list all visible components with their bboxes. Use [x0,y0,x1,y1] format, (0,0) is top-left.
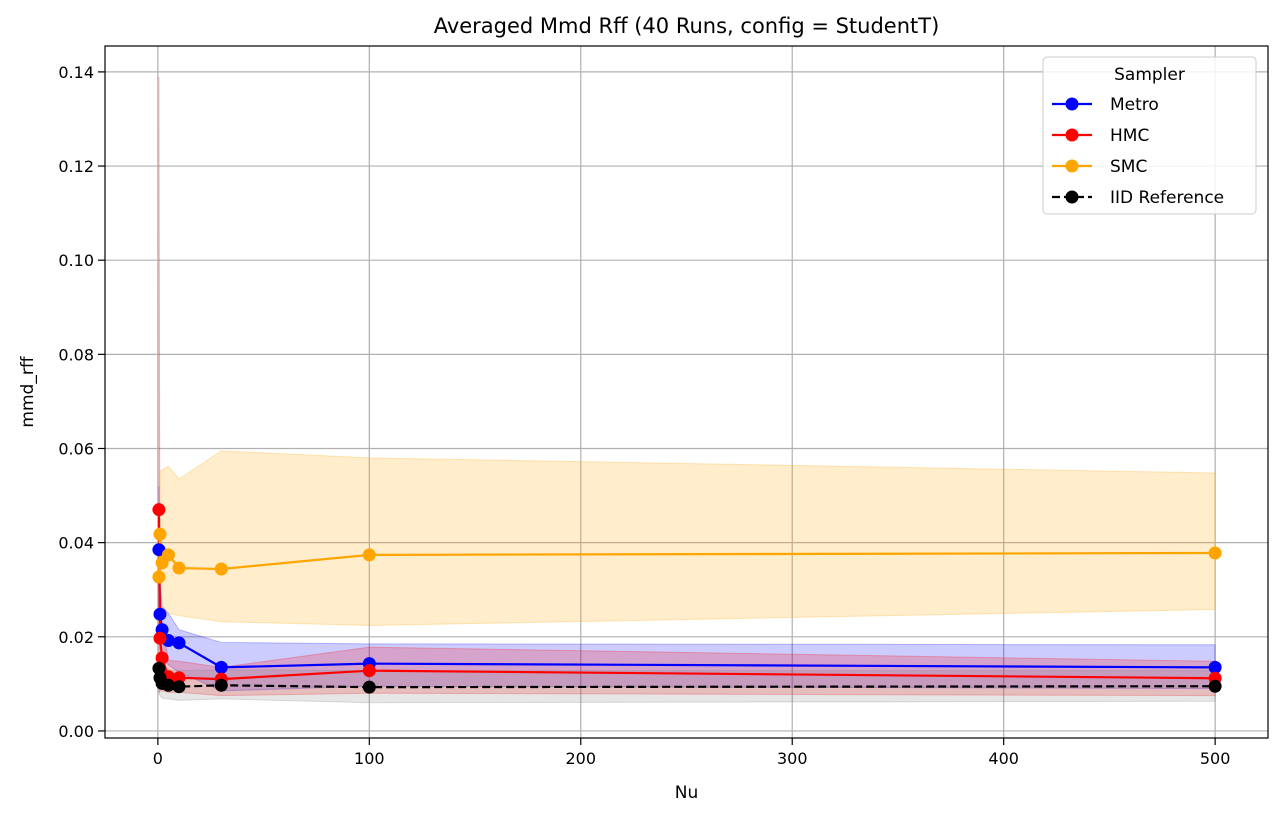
chart-title: Averaged Mmd Rff (40 Runs, config = Stud… [434,14,940,38]
iid-reference-point [172,680,186,694]
legend-swatch-marker [1065,159,1079,173]
legend-entry-iid-reference: IID Reference [1052,188,1224,208]
smc-point [214,562,228,576]
metro-point [172,636,186,650]
marker-layer [152,503,1222,694]
iid-reference-point [161,678,175,692]
smc-point [1208,546,1222,560]
legend-label: Metro [1110,95,1159,115]
iid-reference-point [214,678,228,692]
iid-reference-point [362,680,376,694]
legend-label: HMC [1110,126,1149,146]
hmc-band [158,76,1216,697]
legend-entries: Metro HMC SMC IID Reference [1052,95,1224,208]
hmc-point [155,651,169,665]
metro-point [214,660,228,674]
iid-reference-point [152,661,166,675]
x-tick-label: 100 [354,749,385,768]
smc-point [153,527,167,541]
x-tick-label: 300 [777,749,808,768]
legend-entry-smc: SMC [1052,157,1147,177]
legend-swatch-marker [1065,97,1079,111]
smc-point [152,570,166,584]
smc-point [161,548,175,562]
smc-point [172,561,186,575]
x-tick-label: 200 [565,749,596,768]
y-tick-label: 0.12 [58,157,94,176]
metro-point [153,607,167,621]
plot-frame [104,45,1269,739]
tick-layer: 0 100 200 300 400 500 0.00 0.02 0.04 0.06 0.08 0.10… [58,63,1230,768]
y-tick-label: 0.08 [58,345,94,364]
y-tick-label: 0.04 [58,534,94,553]
x-axis-label: Nu [675,783,699,803]
hmc-point [152,503,166,517]
metro-point [1208,660,1222,674]
band-layer [158,76,1216,704]
y-tick-label: 0.06 [58,439,94,458]
y-tick-label: 0.02 [58,628,94,647]
x-tick-label: 0 [153,749,163,768]
hmc-point [153,631,167,645]
legend-title: Sampler [1114,65,1185,85]
y-axis-label: mmd_rff [18,355,38,427]
smc-point [362,548,376,562]
legend-swatch-marker [1065,128,1079,142]
y-tick-label: 0.14 [58,63,94,82]
legend-box [1042,56,1257,215]
metro-point [152,543,166,557]
smc-band [158,450,1216,626]
legend-entry-hmc: HMC [1052,126,1149,146]
legend-label: SMC [1110,157,1147,177]
y-tick-label: 0.10 [58,251,94,270]
x-tick-label: 400 [988,749,1019,768]
x-tick-label: 500 [1200,749,1231,768]
legend-swatch-marker [1065,190,1079,204]
legend: Sampler Metro HMC SMC IID Reference [1042,56,1257,215]
iid-reference-point [1208,679,1222,693]
legend-label: IID Reference [1110,188,1224,208]
legend-entry-metro: Metro [1052,95,1159,115]
hmc-point [172,671,186,685]
hmc-point [362,664,376,678]
y-tick-label: 0.00 [58,722,94,741]
